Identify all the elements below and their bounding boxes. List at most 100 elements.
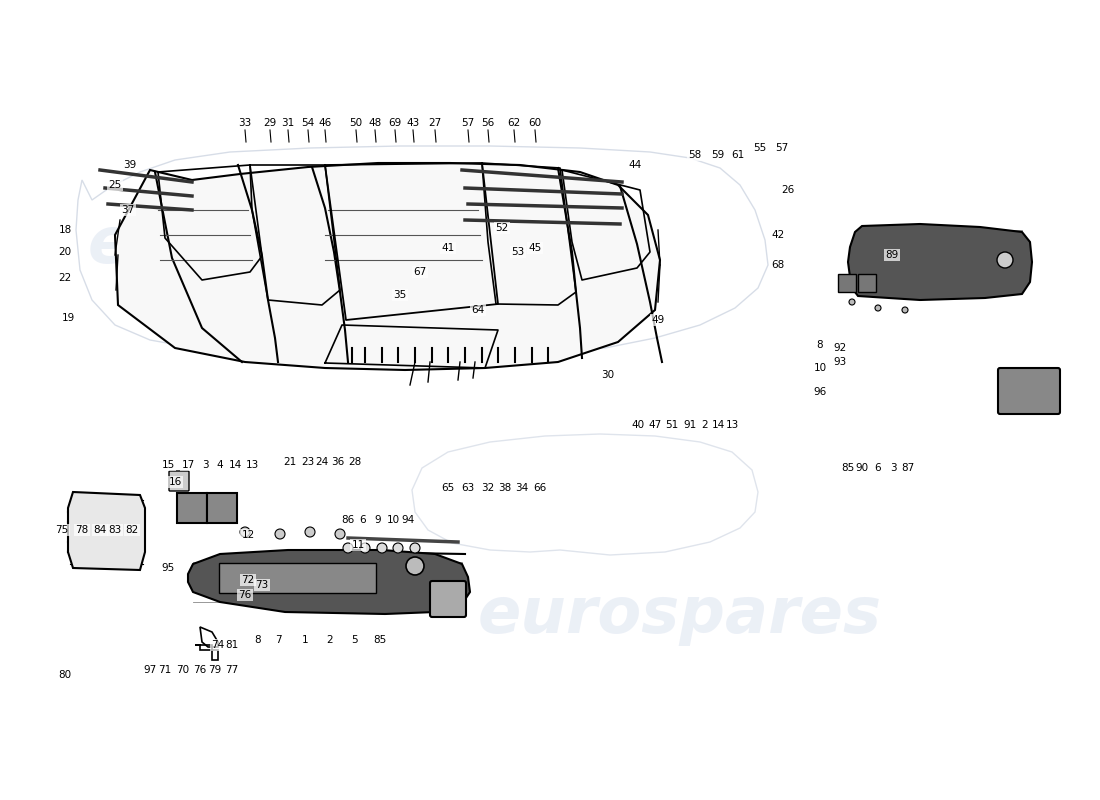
Text: 75: 75 (55, 525, 68, 535)
Text: 97: 97 (143, 665, 156, 675)
Text: 38: 38 (498, 483, 512, 493)
Text: 50: 50 (350, 118, 363, 128)
Text: 94: 94 (402, 515, 415, 525)
Text: 47: 47 (648, 420, 661, 430)
Circle shape (343, 543, 353, 553)
Text: 54: 54 (301, 118, 315, 128)
Text: 49: 49 (651, 315, 664, 325)
Text: 37: 37 (121, 205, 134, 215)
Text: 16: 16 (168, 477, 182, 487)
Text: 77: 77 (226, 665, 239, 675)
Text: 39: 39 (123, 160, 136, 170)
Text: 27: 27 (428, 118, 441, 128)
Text: eurospares: eurospares (88, 214, 492, 276)
Text: 33: 33 (239, 118, 252, 128)
Text: 65: 65 (441, 483, 454, 493)
Text: 55: 55 (754, 143, 767, 153)
Text: 11: 11 (351, 540, 364, 550)
Text: 31: 31 (282, 118, 295, 128)
Text: 25: 25 (109, 180, 122, 190)
Text: 24: 24 (316, 457, 329, 467)
Text: 9: 9 (375, 515, 382, 525)
Text: 76: 76 (194, 665, 207, 675)
Text: 20: 20 (58, 247, 72, 257)
Circle shape (360, 543, 370, 553)
Circle shape (377, 543, 387, 553)
Text: 4: 4 (217, 460, 223, 470)
FancyBboxPatch shape (998, 368, 1060, 414)
Circle shape (406, 557, 424, 575)
Text: 21: 21 (284, 457, 297, 467)
Text: 87: 87 (901, 463, 914, 473)
Text: 64: 64 (472, 305, 485, 315)
Text: 1: 1 (301, 635, 308, 645)
Text: 13: 13 (725, 420, 738, 430)
FancyBboxPatch shape (177, 493, 207, 523)
Text: 19: 19 (62, 313, 75, 323)
FancyBboxPatch shape (207, 493, 236, 523)
Circle shape (997, 252, 1013, 268)
Circle shape (410, 543, 420, 553)
Text: 7: 7 (275, 635, 282, 645)
Text: 74: 74 (211, 640, 224, 650)
Circle shape (849, 299, 855, 305)
Text: 2: 2 (702, 420, 708, 430)
Circle shape (874, 305, 881, 311)
Text: 57: 57 (461, 118, 474, 128)
Text: 42: 42 (771, 230, 784, 240)
Circle shape (902, 307, 908, 313)
Text: 46: 46 (318, 118, 331, 128)
Circle shape (393, 543, 403, 553)
Text: 78: 78 (76, 525, 89, 535)
Text: 3: 3 (201, 460, 208, 470)
Text: 10: 10 (386, 515, 399, 525)
Circle shape (305, 527, 315, 537)
Text: 14: 14 (712, 420, 725, 430)
Text: 91: 91 (683, 420, 696, 430)
Text: 60: 60 (528, 118, 541, 128)
Text: 15: 15 (162, 460, 175, 470)
FancyBboxPatch shape (858, 274, 876, 292)
Text: 85: 85 (373, 635, 386, 645)
Text: 58: 58 (689, 150, 702, 160)
Circle shape (240, 527, 250, 537)
Text: 72: 72 (241, 575, 254, 585)
Text: 89: 89 (886, 250, 899, 260)
Polygon shape (848, 224, 1032, 300)
Circle shape (336, 529, 345, 539)
Text: 67: 67 (414, 267, 427, 277)
Text: 29: 29 (263, 118, 276, 128)
Text: 69: 69 (388, 118, 401, 128)
Text: 23: 23 (301, 457, 315, 467)
Polygon shape (188, 550, 470, 614)
Text: 6: 6 (360, 515, 366, 525)
Polygon shape (116, 163, 660, 370)
FancyBboxPatch shape (430, 581, 466, 617)
Text: 45: 45 (528, 243, 541, 253)
Text: 32: 32 (482, 483, 495, 493)
FancyBboxPatch shape (219, 563, 376, 593)
Text: 76: 76 (239, 590, 252, 600)
Text: 68: 68 (771, 260, 784, 270)
Text: 81: 81 (226, 640, 239, 650)
Text: 17: 17 (182, 460, 195, 470)
Text: 51: 51 (666, 420, 679, 430)
Text: 14: 14 (229, 460, 242, 470)
Text: 56: 56 (482, 118, 495, 128)
Text: 30: 30 (602, 370, 615, 380)
Text: 5: 5 (352, 635, 359, 645)
Text: 83: 83 (109, 525, 122, 535)
Text: 79: 79 (208, 665, 221, 675)
Text: 80: 80 (58, 670, 72, 680)
Text: 66: 66 (534, 483, 547, 493)
Text: 52: 52 (495, 223, 508, 233)
Text: 13: 13 (245, 460, 258, 470)
Text: 57: 57 (776, 143, 789, 153)
Text: 44: 44 (628, 160, 641, 170)
Text: 28: 28 (349, 457, 362, 467)
FancyBboxPatch shape (838, 274, 856, 292)
Circle shape (275, 529, 285, 539)
Text: eurospares: eurospares (478, 584, 882, 646)
Text: 2: 2 (327, 635, 333, 645)
Text: 95: 95 (162, 563, 175, 573)
